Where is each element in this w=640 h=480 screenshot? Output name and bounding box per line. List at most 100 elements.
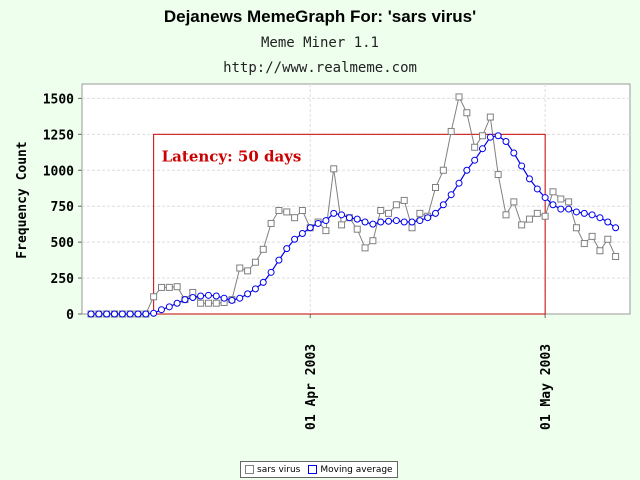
data-point (150, 293, 158, 301)
data-point (549, 188, 557, 196)
data-point (572, 208, 580, 216)
data-point (236, 294, 244, 302)
latency-box (153, 133, 546, 315)
data-point (322, 217, 330, 225)
data-point (479, 132, 486, 140)
data-point (463, 109, 471, 117)
data-point (306, 224, 314, 232)
data-point (291, 214, 299, 222)
data-point (134, 310, 142, 318)
data-point (447, 127, 455, 135)
data-point (118, 310, 126, 318)
data-point (259, 245, 267, 253)
data-point (385, 217, 393, 225)
y-tick-label: 750 (51, 200, 75, 215)
data-point (565, 205, 573, 213)
data-point (588, 211, 596, 219)
data-point (283, 245, 291, 253)
data-point (369, 237, 377, 245)
data-point (157, 283, 165, 291)
y-tick-label: 0 (66, 308, 74, 323)
data-point (447, 191, 455, 199)
data-point (165, 303, 173, 311)
data-point (142, 310, 150, 318)
y-tick-label: 1250 (43, 128, 74, 143)
data-point (322, 227, 330, 235)
data-point (580, 209, 588, 217)
data-point (533, 209, 541, 217)
data-point (330, 165, 338, 173)
data-point (251, 285, 259, 293)
data-point (541, 212, 549, 220)
data-point (580, 240, 588, 248)
data-point (455, 179, 463, 187)
data-point (565, 198, 573, 206)
data-point (165, 283, 173, 291)
data-point (557, 205, 565, 213)
y-axis-label: Frequency Count (15, 141, 30, 258)
data-point (338, 221, 346, 229)
data-point (244, 267, 252, 275)
y-tick-label: 1500 (43, 92, 74, 107)
data-point (424, 214, 432, 222)
legend: sars virus Moving average (240, 461, 398, 478)
data-point (525, 215, 533, 223)
legend-item-sars-virus: sars virus (245, 465, 300, 475)
data-point (596, 247, 604, 255)
data-point (604, 218, 612, 226)
data-point (557, 195, 565, 203)
data-point (408, 224, 416, 232)
data-point (408, 218, 416, 226)
data-point (338, 211, 346, 219)
data-point (189, 293, 197, 301)
data-point (377, 218, 385, 226)
data-point (126, 310, 134, 318)
data-point (236, 264, 244, 272)
data-point (479, 145, 486, 153)
data-point (345, 214, 353, 222)
chart-title: Dejanews MemeGraph For: 'sars virus' (163, 7, 477, 26)
data-point (212, 299, 220, 307)
data-point (361, 218, 369, 226)
data-point (353, 215, 361, 223)
series-moving-average (87, 132, 620, 318)
data-point (244, 290, 252, 298)
x-tick-label: 01 Apr 2003 (304, 344, 319, 430)
data-point (416, 217, 424, 225)
data-point (197, 299, 205, 307)
data-point (510, 149, 518, 157)
data-point (228, 296, 236, 304)
data-point (541, 194, 549, 202)
data-point (486, 113, 494, 121)
data-point (298, 207, 306, 214)
site-url[interactable]: http://www.realmeme.com (223, 60, 417, 76)
data-point (486, 133, 494, 141)
chart-subtitle: Meme Miner 1.1 (260, 35, 379, 51)
data-point (549, 201, 557, 209)
y-tick-label: 1000 (43, 164, 74, 179)
data-point (298, 230, 306, 237)
data-point (604, 235, 612, 243)
data-point (181, 296, 189, 304)
data-point (173, 283, 181, 291)
data-point (612, 224, 620, 232)
data-point (439, 201, 447, 209)
data-point (369, 220, 377, 228)
data-point (518, 162, 526, 170)
data-point (432, 209, 440, 217)
data-point (87, 310, 95, 318)
data-point (385, 209, 393, 217)
data-point (471, 156, 479, 164)
square-marker-icon (308, 465, 318, 474)
data-point (432, 184, 440, 191)
data-point (204, 299, 212, 307)
data-point (267, 219, 275, 227)
data-point (588, 232, 596, 240)
data-point (314, 219, 322, 227)
data-point (267, 268, 275, 276)
data-point (110, 310, 118, 318)
data-point (259, 278, 267, 286)
data-point (291, 235, 299, 243)
y-tick-label: 500 (51, 236, 75, 251)
square-marker-icon (245, 465, 254, 474)
